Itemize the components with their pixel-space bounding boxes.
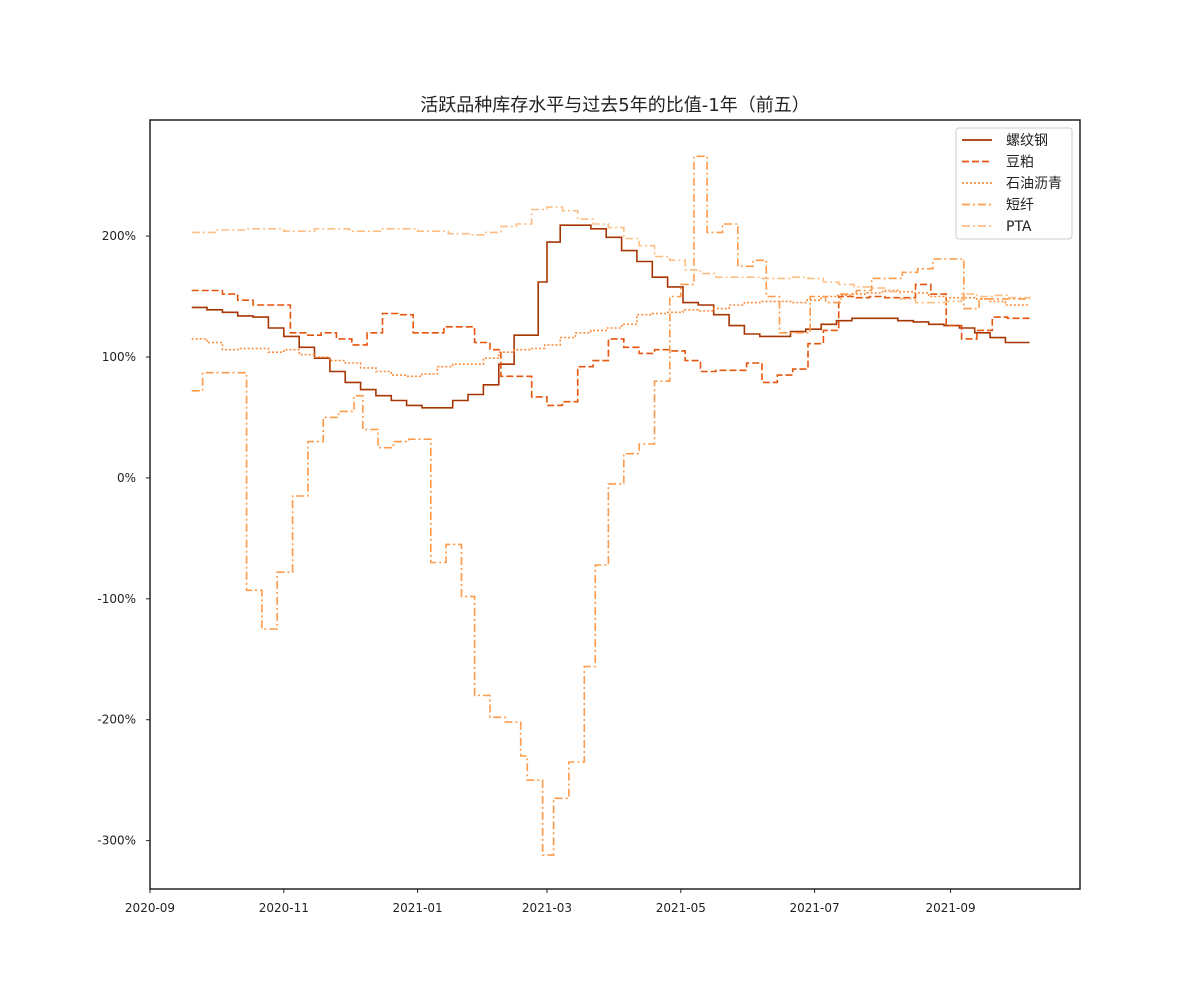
legend-label: 螺纹钢	[1006, 133, 1048, 149]
legend-box	[955, 127, 1073, 240]
series-layer	[191, 155, 1031, 856]
x-tick-label: 2020-11	[259, 901, 309, 915]
x-tick-label: 2021-05	[656, 901, 706, 915]
series-line-1	[191, 283, 1030, 407]
legend-label: 短纤	[1006, 198, 1034, 214]
y-tick-label: -100%	[97, 592, 136, 606]
series-line-0	[191, 224, 1030, 409]
legend-label: PTA	[1006, 219, 1032, 235]
chart-title: 活跃品种库存水平与过去5年的比值-1年（前五）	[420, 95, 809, 116]
x-tick-label: 2021-09	[926, 901, 976, 915]
y-tick-label: 100%	[102, 350, 136, 364]
legend-label: 石油沥青	[1006, 176, 1062, 192]
series-line-2	[191, 289, 1030, 378]
y-tick-label: 200%	[102, 229, 136, 243]
x-axis: 2020-09 2020-11 2021-01 2021-03 2021-05 2021-…	[125, 889, 976, 915]
plot-frame	[149, 119, 1081, 890]
legend-label: 豆粕	[1006, 155, 1034, 171]
x-tick-label: 2021-07	[790, 901, 840, 915]
x-tick-label: 2021-03	[522, 901, 572, 915]
x-tick-label: 2020-09	[125, 901, 175, 915]
y-axis: 200% 100% 0% -100% -200% -300%	[97, 229, 150, 848]
y-tick-label: -300%	[97, 834, 136, 848]
x-tick-label: 2021-01	[393, 901, 443, 915]
y-tick-label: -200%	[97, 713, 136, 727]
series-line-3	[191, 155, 1030, 856]
y-tick-label: 0%	[117, 471, 136, 485]
series-line-4	[191, 206, 1031, 304]
